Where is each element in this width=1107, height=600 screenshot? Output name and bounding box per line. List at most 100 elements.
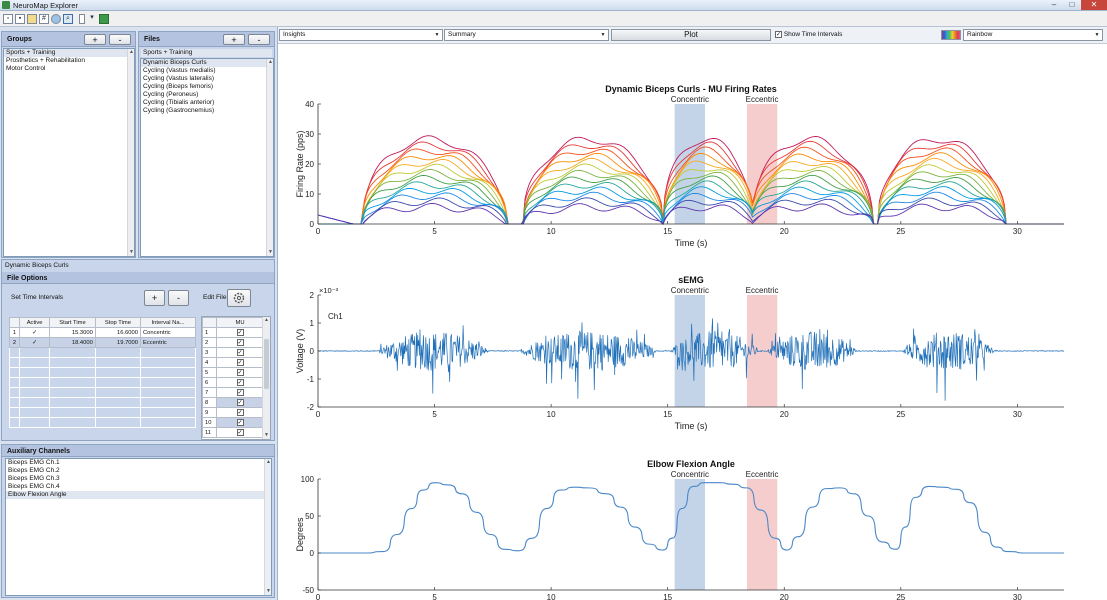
aux-channel-item[interactable]: Biceps EMG Ch.4	[8, 483, 60, 490]
main-toolbar: ▫ ▪ # ⌕ ▾	[0, 11, 1107, 27]
file-list-item[interactable]: Cycling (Peroneus)	[143, 91, 199, 98]
view-dropdown[interactable]: Summary ▼	[444, 29, 609, 41]
interval-name-cell[interactable]: Concentric	[139, 327, 197, 338]
mu-row[interactable]: 7 ✓	[202, 387, 264, 398]
mu-row[interactable]: 9 ✓	[202, 407, 264, 418]
mu-index: 6	[202, 377, 217, 388]
interval-start-cell[interactable]: 15.3000	[49, 327, 96, 338]
interval-label: Concentric	[671, 95, 709, 104]
file-list-item[interactable]: Cycling (Gastrocnemius)	[143, 107, 215, 114]
show-intervals-checkbox[interactable]: ✓	[775, 31, 782, 38]
files-scrollbar[interactable]: ▲ ▼	[266, 59, 273, 256]
group-list-item[interactable]: Motor Control	[6, 65, 46, 72]
add-file-button[interactable]: +	[223, 34, 245, 45]
maximize-button[interactable]: □	[1069, 0, 1075, 9]
file-list-item[interactable]: Cycling (Vastus medialis)	[143, 67, 216, 74]
new-icon[interactable]: ▫	[3, 14, 13, 24]
interval-label: Eccentric	[746, 95, 779, 104]
aux-channel-item[interactable]: Elbow Flexion Angle	[6, 491, 271, 499]
add-group-button[interactable]: +	[84, 34, 106, 45]
aux-channel-item[interactable]: Biceps EMG Ch.3	[8, 475, 60, 482]
mu-scrollbar[interactable]: ▲ ▼	[262, 317, 270, 439]
mu-checkbox[interactable]: ✓	[236, 418, 244, 426]
group-list-item[interactable]: Prosthetics + Rehabilitation	[6, 57, 85, 64]
file-list-item[interactable]: Cycling (Vastus lateralis)	[143, 75, 215, 82]
minimize-button[interactable]: –	[1051, 0, 1057, 9]
save-icon[interactable]: ▪	[15, 14, 25, 24]
view-dropdown-value: Summary	[448, 31, 476, 38]
aux-scrollbar[interactable]: ▲ ▼	[264, 459, 271, 595]
mu-row[interactable]: 11 ✓	[202, 427, 264, 438]
set-time-intervals-label: Set Time Intervals	[11, 294, 64, 301]
mu-checkbox[interactable]: ✓	[236, 408, 244, 416]
plot-controls: Insights ▼ Summary ▼ Plot ✓ Show Time In…	[278, 27, 1107, 44]
interval-row[interactable]: 2 ✓ 18.4000 19.7000 Eccentric	[9, 337, 197, 348]
mu-row[interactable]: 1 ✓	[202, 327, 264, 338]
dropdown-icon[interactable]: ▾	[90, 14, 94, 21]
mu-checkbox[interactable]: ✓	[236, 428, 244, 436]
colormap-dropdown[interactable]: Rainbow ▼	[963, 29, 1103, 41]
x-tick-label: 10	[547, 227, 556, 236]
close-button[interactable]: ✕	[1081, 0, 1107, 10]
remove-interval-button[interactable]: -	[168, 290, 189, 306]
globe-icon[interactable]	[51, 14, 61, 24]
device-icon[interactable]	[79, 14, 85, 24]
mu-checkbox[interactable]: ✓	[236, 358, 244, 366]
mu-row[interactable]: 3 ✓	[202, 347, 264, 358]
remove-group-button[interactable]: -	[109, 34, 131, 45]
firing-rate-line-8	[318, 174, 1064, 225]
empty-row	[9, 387, 197, 398]
file-list-item[interactable]: Dynamic Biceps Curls	[141, 59, 273, 67]
open-icon[interactable]	[27, 14, 37, 24]
mu-checkbox[interactable]: ✓	[236, 398, 244, 406]
mu-checkbox[interactable]: ✓	[236, 368, 244, 376]
grid-icon[interactable]: #	[39, 14, 49, 24]
interval-active-cell[interactable]: ✓	[18, 337, 51, 348]
mu-index: 11	[202, 427, 217, 438]
run-icon[interactable]	[99, 14, 109, 24]
mu-row[interactable]: 6 ✓	[202, 377, 264, 388]
empty-row	[9, 367, 197, 378]
analysis-dropdown[interactable]: Insights ▼	[279, 29, 443, 41]
mu-row[interactable]: 5 ✓	[202, 367, 264, 378]
plot-button[interactable]: Plot	[611, 29, 771, 41]
mu-table-frame: MU 1 ✓ 2 ✓ 3 ✓ 4 ✓ 5 ✓ 6 ✓ 7 ✓ 8 ✓ 9 ✓ 10 ✓ 11 ✓ ▲ ▼	[201, 316, 271, 440]
groups-scrollbar[interactable]: ▲ ▼	[127, 49, 134, 256]
y-tick-label: -2	[307, 403, 315, 412]
zoom-icon[interactable]: ⌕	[63, 14, 73, 24]
mu-checkbox[interactable]: ✓	[236, 378, 244, 386]
mu-checkbox[interactable]: ✓	[236, 388, 244, 396]
y-tick-label: 30	[305, 130, 314, 139]
intervals-column-header: Active	[18, 317, 51, 328]
mu-index: 7	[202, 387, 217, 398]
file-list-item[interactable]: Cycling (Tibialis anterior)	[143, 99, 215, 106]
mu-checkbox[interactable]: ✓	[236, 328, 244, 336]
interval-stop-cell[interactable]: 16.6000	[94, 327, 141, 338]
remove-file-button[interactable]: -	[248, 34, 270, 45]
add-interval-button[interactable]: +	[144, 290, 165, 306]
mu-checkbox[interactable]: ✓	[236, 338, 244, 346]
edit-file-button[interactable]	[227, 289, 251, 307]
aux-channel-item[interactable]: Biceps EMG Ch.2	[8, 467, 60, 474]
interval-stop-cell[interactable]: 19.7000	[94, 337, 141, 348]
interval-name-cell[interactable]: Eccentric	[139, 337, 197, 348]
file-list-item[interactable]: Cycling (Biceps femoris)	[143, 83, 214, 90]
mu-row[interactable]: 4 ✓	[202, 357, 264, 368]
interval-row[interactable]: 1 ✓ 15.3000 16.6000 Concentric	[9, 327, 197, 338]
analysis-dropdown-value: Insights	[283, 31, 306, 38]
aux-channel-item[interactable]: Biceps EMG Ch.1	[8, 459, 60, 466]
empty-row	[9, 357, 197, 368]
mu-row[interactable]: 10 ✓	[202, 417, 264, 428]
mu-row[interactable]: 2 ✓	[202, 337, 264, 348]
file-options-panel: Dynamic Biceps Curls File Options Set Ti…	[1, 259, 275, 441]
group-list-item[interactable]: Sports + Training	[4, 49, 134, 57]
interval-start-cell[interactable]: 18.4000	[49, 337, 96, 348]
mu-index: 2	[202, 337, 217, 348]
intervals-column-header: Start Time	[49, 317, 96, 328]
interval-active-cell[interactable]: ✓	[18, 327, 51, 338]
mu-checkbox[interactable]: ✓	[236, 348, 244, 356]
show-intervals-toggle[interactable]: ✓ Show Time Intervals	[775, 31, 842, 38]
plot-pane: Insights ▼ Summary ▼ Plot ✓ Show Time In…	[277, 27, 1107, 600]
chevron-down-icon: ▼	[434, 32, 440, 38]
mu-row[interactable]: 8 ✓	[202, 397, 264, 408]
